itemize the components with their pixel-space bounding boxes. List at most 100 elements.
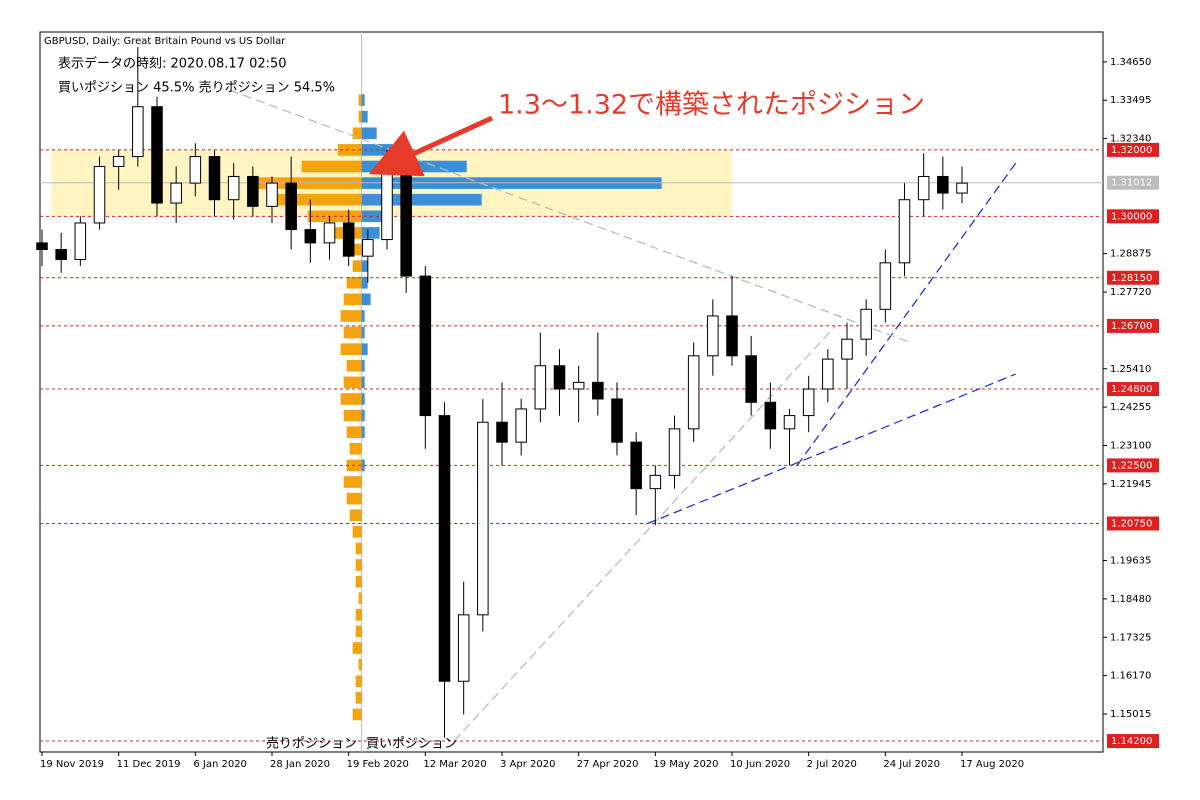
sell-bar bbox=[352, 526, 362, 538]
candle-body bbox=[726, 315, 738, 357]
candle-body bbox=[841, 338, 853, 360]
candle-body bbox=[745, 355, 757, 403]
sell-bar bbox=[358, 94, 362, 106]
level-label: 1.28150 bbox=[1111, 273, 1152, 284]
candle-body bbox=[457, 614, 470, 682]
level-label: 1.24800 bbox=[1111, 384, 1152, 395]
candle-body bbox=[898, 199, 911, 264]
buy-bar bbox=[361, 127, 377, 140]
trendline bbox=[647, 373, 1016, 525]
position-ratio: 買いポジション 45.5% 売りポジション 54.5% bbox=[58, 80, 335, 96]
sell-bar bbox=[349, 509, 362, 522]
sell-bar bbox=[355, 542, 362, 555]
level-box bbox=[1107, 318, 1159, 333]
candle-body bbox=[477, 421, 489, 616]
level-box bbox=[1107, 458, 1159, 473]
candle-body bbox=[572, 381, 585, 390]
level-label: 1.30000 bbox=[1111, 211, 1152, 222]
sell-bar bbox=[352, 708, 362, 721]
y-tick-label: 1.34650 bbox=[1110, 57, 1151, 68]
level-label: 1.32000 bbox=[1111, 145, 1152, 156]
sell-bar bbox=[343, 409, 362, 422]
sell-bar bbox=[349, 442, 362, 455]
x-tick-label: 17 Aug 2020 bbox=[960, 759, 1024, 770]
plot-frame bbox=[39, 31, 1104, 753]
candle-body bbox=[822, 358, 834, 390]
sell-bar bbox=[346, 359, 362, 372]
candle-body bbox=[419, 275, 432, 417]
candle-body bbox=[534, 365, 547, 410]
sell-bar bbox=[343, 293, 362, 306]
buy-bar bbox=[361, 393, 365, 405]
level-label: 1.26700 bbox=[1111, 321, 1152, 332]
y-tick-label: 1.15015 bbox=[1110, 709, 1151, 720]
level-label: 1.14200 bbox=[1111, 736, 1152, 747]
candle-body bbox=[285, 182, 297, 231]
sell-bar bbox=[355, 625, 362, 638]
y-tick-label: 1.18480 bbox=[1110, 594, 1151, 605]
buy-bar bbox=[361, 310, 365, 322]
sell-bar bbox=[340, 343, 362, 355]
sell-bar bbox=[337, 144, 362, 156]
candle-body bbox=[132, 106, 144, 158]
buy-bar bbox=[361, 160, 467, 173]
buy-bar bbox=[361, 110, 368, 123]
sell-bar bbox=[358, 658, 362, 671]
timestamp: 表示データの時刻: 2020.08.17 02:50 bbox=[58, 56, 287, 72]
buy-bar bbox=[361, 409, 365, 422]
candle-body bbox=[342, 222, 355, 257]
sell-bar bbox=[343, 326, 362, 339]
buy-bar bbox=[361, 94, 365, 106]
buy-bar bbox=[361, 326, 365, 339]
buy-bar bbox=[361, 343, 368, 355]
level-box bbox=[1107, 516, 1159, 531]
candle-body bbox=[707, 315, 719, 357]
candle-body bbox=[668, 428, 681, 476]
y-tick-label: 1.25410 bbox=[1110, 364, 1151, 375]
candle-body bbox=[170, 182, 182, 204]
x-tick-label: 3 Apr 2020 bbox=[500, 759, 555, 770]
level-box bbox=[1107, 142, 1159, 157]
buy-bar bbox=[361, 193, 482, 206]
candle-body bbox=[247, 175, 259, 207]
x-tick-label: 2 Jul 2020 bbox=[807, 759, 857, 770]
sell-bar bbox=[340, 310, 362, 322]
y-tick-label: 1.21945 bbox=[1110, 479, 1151, 490]
level-box bbox=[1107, 209, 1159, 224]
candle-body bbox=[515, 408, 527, 443]
level-box bbox=[1107, 270, 1159, 285]
candle-body bbox=[323, 222, 336, 244]
buy-label: 買いポジション bbox=[366, 737, 457, 752]
buy-bar bbox=[361, 227, 380, 239]
sell-bar bbox=[352, 642, 362, 654]
candle-body bbox=[304, 229, 317, 244]
sell-bar bbox=[358, 592, 362, 605]
y-tick-label: 1.24255 bbox=[1110, 402, 1151, 413]
candle-body bbox=[227, 175, 240, 201]
sell-bar bbox=[346, 426, 362, 438]
sell-bar bbox=[340, 393, 362, 405]
y-tick-label: 1.19635 bbox=[1110, 556, 1151, 567]
candle-body bbox=[860, 308, 872, 340]
candle-body bbox=[208, 156, 221, 201]
candle-body bbox=[189, 156, 202, 184]
x-tick-label: 19 May 2020 bbox=[653, 759, 718, 770]
buy-bar bbox=[361, 376, 365, 389]
candle-body bbox=[36, 242, 48, 251]
y-tick-label: 1.32340 bbox=[1110, 134, 1151, 145]
current-price-label: 1.31012 bbox=[1111, 178, 1152, 189]
sell-bar bbox=[355, 609, 362, 621]
candle-body bbox=[266, 182, 278, 207]
candle-body bbox=[630, 441, 642, 490]
candle-body bbox=[55, 249, 67, 260]
level-label: 1.22500 bbox=[1111, 460, 1152, 471]
sell-bar bbox=[346, 492, 362, 505]
sell-bar bbox=[352, 127, 362, 140]
x-tick-label: 12 Mar 2020 bbox=[423, 759, 486, 770]
sell-bar bbox=[355, 575, 362, 588]
sell-bar bbox=[358, 110, 362, 123]
level-box bbox=[1107, 734, 1159, 749]
chart-title: GBPUSD, Daily: Great Britain Pound vs US… bbox=[44, 36, 286, 47]
candle-body bbox=[438, 415, 451, 682]
